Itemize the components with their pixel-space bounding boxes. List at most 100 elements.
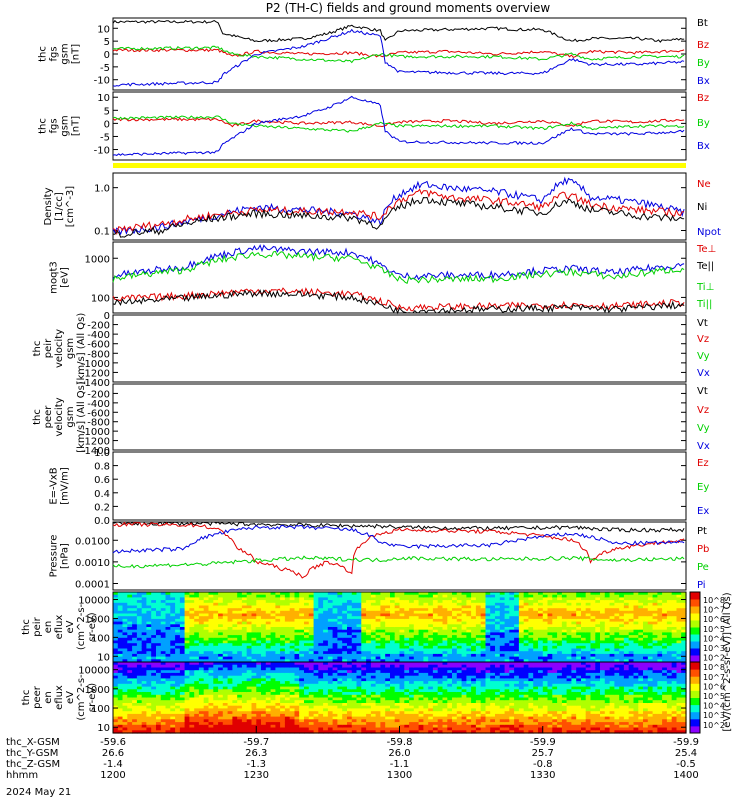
series-bz-line	[112, 48, 685, 58]
spectrogram-cell	[604, 592, 611, 596]
spectrogram-cell	[275, 719, 281, 723]
spectrogram-cell	[499, 610, 506, 615]
spectrogram-cell	[604, 651, 611, 655]
panel-frame	[112, 241, 687, 314]
spectrogram-cell	[332, 719, 338, 723]
spectrogram-cell	[600, 635, 606, 639]
spectrogram-cell	[404, 656, 410, 660]
spectrogram-cell	[203, 683, 210, 688]
spectrogram-cell	[146, 683, 152, 688]
spectrogram-cell	[113, 697, 119, 701]
spectrogram-cell	[452, 608, 458, 612]
spectrogram-cell	[557, 616, 563, 620]
spectrogram-cell	[170, 600, 176, 604]
spectrogram-cell	[151, 648, 157, 652]
spectrogram-cell	[619, 635, 625, 639]
spectrogram-cell	[299, 648, 305, 652]
spectrogram-cell	[518, 635, 525, 639]
spectrogram-cell	[160, 689, 167, 693]
spectrogram-cell	[542, 608, 549, 612]
spectrogram-cell	[313, 713, 319, 718]
spectrogram-cell	[423, 656, 429, 660]
spectrogram-cell	[619, 648, 625, 652]
spectrogram-cell	[241, 703, 248, 707]
spectrogram-cell	[576, 635, 582, 639]
spectrogram-cell	[294, 645, 300, 650]
spectrogram-cell	[237, 708, 243, 712]
spectrogram-cell	[581, 605, 587, 609]
spectrogram-cell	[375, 616, 381, 620]
spectrogram-cell	[390, 667, 396, 671]
spectrogram-cell	[261, 651, 267, 655]
spectrogram-cell	[428, 621, 434, 625]
spectrogram-cell	[308, 694, 315, 699]
spectrogram-cell	[318, 629, 324, 633]
spectrogram-cell	[165, 616, 171, 620]
spectrogram-cell	[284, 670, 291, 674]
spectrogram-cell	[313, 605, 319, 609]
spectrogram-cell	[318, 686, 324, 690]
spectrogram-cell	[604, 629, 611, 633]
spectrogram-cell	[485, 659, 491, 663]
spectrogram-cell	[466, 602, 472, 607]
spectrogram-cell	[337, 605, 343, 609]
spectrogram-cell	[332, 618, 338, 623]
spectrogram-cell	[146, 703, 152, 707]
spectrogram-cell	[523, 597, 530, 601]
spectrogram-cell	[647, 624, 654, 628]
spectrogram-cell	[323, 722, 329, 726]
spectrogram-cell	[275, 618, 281, 623]
spectrogram-cell	[313, 675, 319, 679]
spectrogram-cell	[337, 624, 343, 628]
spectrogram-cell	[390, 697, 396, 701]
spectrogram-cell	[657, 632, 663, 636]
spectrogram-cell	[299, 716, 305, 720]
spectrogram-cell	[132, 648, 138, 652]
spectrogram-cell	[261, 697, 267, 701]
spectrogram-cell	[304, 708, 310, 712]
y-tick-label: -10	[94, 146, 110, 157]
spectrogram-cell	[390, 627, 396, 631]
spectrogram-cell	[318, 708, 324, 712]
spectrogram-cell	[619, 624, 625, 628]
spectrogram-cell	[237, 703, 243, 707]
spectrogram-cell	[175, 632, 181, 636]
spectrogram-cell	[203, 727, 210, 731]
spectrogram-cell	[208, 643, 214, 647]
spectrogram-cell	[241, 683, 248, 688]
spectrogram-cell	[218, 627, 224, 631]
spectrogram-cell	[132, 618, 138, 623]
spectrogram-cell	[251, 719, 257, 723]
spectrogram-cell	[141, 664, 148, 668]
spectrogram-cell	[299, 681, 305, 685]
spectrogram-cell	[347, 632, 353, 636]
spectrogram-cell	[380, 613, 386, 617]
spectrogram-cell	[165, 681, 171, 685]
spectrogram-cell	[604, 637, 611, 642]
spectrogram-cell	[132, 608, 138, 612]
spectrogram-cell	[547, 640, 553, 644]
spectrogram-cell	[265, 592, 272, 596]
spectrogram-cell	[557, 640, 563, 644]
spectrogram-cell	[399, 694, 405, 699]
spectrogram-cell	[117, 675, 124, 679]
spectrogram-cell	[151, 616, 157, 620]
spectrogram-cell	[566, 618, 572, 623]
spectrogram-cell	[132, 597, 138, 601]
spectrogram-cell	[127, 621, 133, 625]
spectrogram-cell	[662, 632, 668, 636]
spectrogram-cell	[232, 594, 238, 598]
spectrogram-cell	[132, 683, 138, 688]
spectrogram-cell	[375, 653, 381, 658]
y-tick-label: 10000	[78, 596, 110, 607]
spectrogram-cell	[590, 653, 596, 658]
spectrogram-cell	[122, 724, 128, 729]
panel-frame	[112, 172, 687, 241]
spectrogram-cell	[323, 597, 329, 601]
spectrogram-cell	[581, 635, 587, 639]
spectrogram-cell	[141, 713, 148, 718]
spectrogram-cell	[280, 640, 286, 644]
spectrogram-cell	[380, 708, 386, 712]
spectrogram-cell	[313, 594, 319, 598]
spectrogram-cell	[251, 716, 257, 720]
